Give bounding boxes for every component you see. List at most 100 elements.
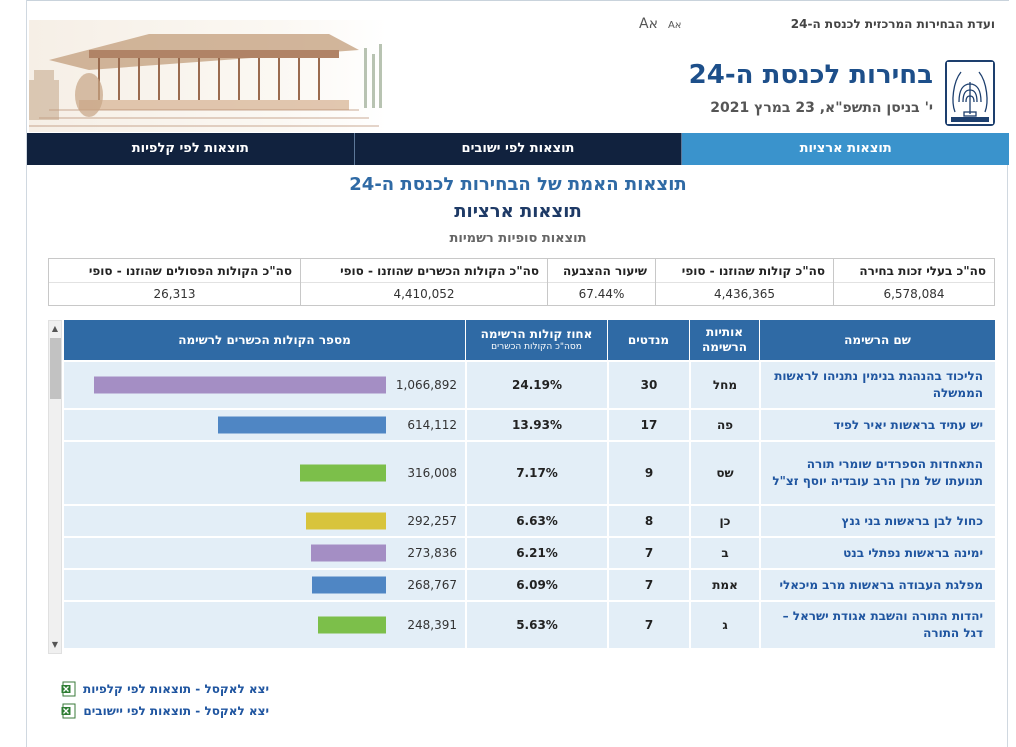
vote-bar	[300, 464, 386, 482]
knesset-building-illustration	[29, 20, 387, 132]
excel-icon	[61, 703, 76, 719]
list-vote-percent: 13.93%	[465, 410, 607, 440]
vote-bar	[311, 544, 386, 562]
header-seats[interactable]: מנדטים	[607, 320, 689, 360]
scroll-up-icon[interactable]: ▲	[51, 324, 59, 333]
summary-label: סה"כ הקולות הכשרים שהוזנו - סופי	[301, 259, 547, 283]
summary-label: סה"כ קולות שהוזנו - סופי	[656, 259, 833, 283]
table-row: הליכוד בהנהגת בנימין נתניהו לראשות הממשל…	[64, 360, 995, 408]
summary-label: שיעור ההצבעה	[548, 259, 655, 283]
font-increase-button[interactable]: Aא	[639, 16, 658, 32]
header-letters-line1: אותיות	[706, 325, 743, 339]
list-votes-cell: 248,391	[64, 602, 465, 648]
header-divider	[27, 0, 1009, 1]
list-seats: 8	[607, 506, 689, 536]
summary-valid-votes: סה"כ הקולות הכשרים שהוזנו - סופי 4,410,0…	[300, 259, 547, 305]
excel-link-label: יצא לאקסל - תוצאות לפי יישובים	[83, 704, 269, 718]
tab-results-by-settlement[interactable]: תוצאות לפי ישובים	[353, 133, 682, 165]
page: ועדת הבחירות המרכזית לכנסת ה-24 Aא Aא	[26, 0, 1009, 747]
list-vote-percent: 24.19%	[465, 362, 607, 408]
results-rows: הליכוד בהנהגת בנימין נתניהו לראשות הממשל…	[64, 360, 995, 648]
excel-export-by-ballot[interactable]: יצא לאקסל - תוצאות לפי קלפיות	[51, 678, 269, 700]
summary-total-votes: סה"כ קולות שהוזנו - סופי 4,436,365	[655, 259, 833, 305]
list-seats: 30	[607, 362, 689, 408]
summary-value: 26,313	[153, 287, 196, 301]
summary-label: סה"כ בעלי זכות בחירה	[834, 259, 994, 283]
excel-link-label: יצא לאקסל - תוצאות לפי קלפיות	[83, 682, 269, 696]
main-nav: תוצאות ארציות תוצאות לפי ישובים תוצאות ל…	[26, 133, 1009, 165]
list-letters: אמת	[689, 570, 759, 600]
summary-value: 67.44%	[578, 287, 625, 301]
list-vote-percent: 5.63%	[465, 602, 607, 648]
header-list-name[interactable]: שם הרשימה	[759, 320, 995, 360]
table-row: יהדות התורה והשבת אגודת ישראל – דגל התור…	[64, 600, 995, 648]
list-votes-cell: 292,257	[64, 506, 465, 536]
results-scrollbar[interactable]: ▲ ▼	[48, 320, 62, 654]
header-pct-line1: אחוז קולות הרשימה	[480, 327, 593, 341]
table-row: מפלגת העבודה בראשות מרב מיכאלי אמת 7 6.09% 2…	[64, 568, 995, 600]
list-vote-percent: 7.17%	[465, 442, 607, 504]
list-name[interactable]: כחול לבן בראשות בני גנץ	[759, 506, 995, 536]
list-seats: 7	[607, 570, 689, 600]
header-letters-line2: הרשימה	[701, 340, 748, 354]
header-pct-line2: מסה"כ הקולות הכשרים	[491, 342, 582, 352]
list-letters: ג	[689, 602, 759, 648]
table-row: ימינה בראשות נפתלי בנט ב 7 6.21% 273,836	[64, 536, 995, 568]
vote-bar	[318, 616, 386, 634]
vote-bar	[306, 512, 386, 530]
main-title: בחירות לכנסת ה-24	[688, 60, 933, 90]
table-row: כחול לבן בראשות בני גנץ כן 8 6.63% 292,257	[64, 504, 995, 536]
list-name[interactable]: ימינה בראשות נפתלי בנט	[759, 538, 995, 568]
summary-value: 6,578,084	[883, 287, 945, 301]
list-votes-cell: 273,836	[64, 538, 465, 568]
list-name[interactable]: התאחדות הספרדים שומרי תורה תנועתו של מרן…	[759, 442, 995, 504]
tab-national-results[interactable]: תוצאות ארציות	[681, 133, 1009, 165]
excel-export-links: יצא לאקסל - תוצאות לפי קלפיות יצא לאקסל …	[51, 678, 269, 722]
list-votes-cell: 614,112	[64, 410, 465, 440]
summary-value: 4,410,052	[393, 287, 455, 301]
list-vote-percent: 6.09%	[465, 570, 607, 600]
excel-icon	[61, 681, 76, 697]
page-title: תוצאות האמת של הבחירות לכנסת ה-24	[349, 174, 687, 195]
summary-table: סה"כ בעלי זכות בחירה 6,578,084 סה"כ קולו…	[48, 258, 995, 306]
list-votes-count: 614,112	[407, 418, 457, 432]
vote-bar	[218, 416, 386, 434]
list-vote-percent: 6.63%	[465, 506, 607, 536]
list-letters: שס	[689, 442, 759, 504]
header: ועדת הבחירות המרכזית לכנסת ה-24 Aא Aא	[27, 0, 1009, 133]
list-letters: פה	[689, 410, 759, 440]
results-table-header: שם הרשימה אותיות הרשימה מנדטים אחוז קולו…	[64, 320, 995, 360]
header-list-letters[interactable]: אותיות הרשימה	[689, 320, 759, 360]
results-table: שם הרשימה אותיות הרשימה מנדטים אחוז קולו…	[64, 320, 995, 648]
election-date: י' בניסן התשפ"א, 23 במרץ 2021	[710, 100, 933, 116]
list-votes-count: 273,836	[407, 546, 457, 560]
list-votes-count: 268,767	[407, 578, 457, 592]
summary-eligible-voters: סה"כ בעלי זכות בחירה 6,578,084	[833, 259, 994, 305]
summary-turnout: שיעור ההצבעה 67.44%	[547, 259, 655, 305]
header-vote-percent[interactable]: אחוז קולות הרשימה מסה"כ הקולות הכשרים	[465, 320, 607, 360]
vote-bar	[94, 376, 386, 394]
font-decrease-button[interactable]: Aא	[667, 20, 682, 31]
list-name[interactable]: מפלגת העבודה בראשות מרב מיכאלי	[759, 570, 995, 600]
results-panel: ▲ ▼ שם הרשימה אותיות הרשימה מנדטים אחוז …	[48, 320, 995, 654]
list-name[interactable]: יש עתיד בראשות יאיר לפיד	[759, 410, 995, 440]
list-seats: 7	[607, 538, 689, 568]
tab-results-by-ballot[interactable]: תוצאות לפי קלפיות	[26, 133, 354, 165]
summary-invalid-votes: סה"כ הקולות הפסולים שהוזנו - סופי 26,313	[49, 259, 300, 305]
list-name[interactable]: יהדות התורה והשבת אגודת ישראל – דגל התור…	[759, 602, 995, 648]
table-row: יש עתיד בראשות יאיר לפיד פה 17 13.93% 614,11…	[64, 408, 995, 440]
list-letters: כן	[689, 506, 759, 536]
scroll-thumb[interactable]	[50, 338, 61, 399]
site-name[interactable]: ועדת הבחירות המרכזית לכנסת ה-24	[790, 17, 995, 31]
list-votes-cell: 1,066,892	[64, 362, 465, 408]
header-valid-votes[interactable]: מספר הקולות הכשרים לרשימה	[64, 320, 465, 360]
scroll-down-icon[interactable]: ▼	[51, 640, 59, 649]
excel-export-by-settlement[interactable]: יצא לאקסל - תוצאות לפי יישובים	[51, 700, 269, 722]
list-vote-percent: 6.21%	[465, 538, 607, 568]
list-seats: 17	[607, 410, 689, 440]
summary-value: 4,436,365	[713, 287, 776, 301]
results-status: תוצאות סופיות רשמיות	[449, 231, 587, 246]
list-name[interactable]: הליכוד בהנהגת בנימין נתניהו לראשות הממשל…	[759, 362, 995, 408]
list-votes-count: 316,008	[407, 466, 457, 480]
list-votes-count: 248,391	[407, 618, 457, 632]
